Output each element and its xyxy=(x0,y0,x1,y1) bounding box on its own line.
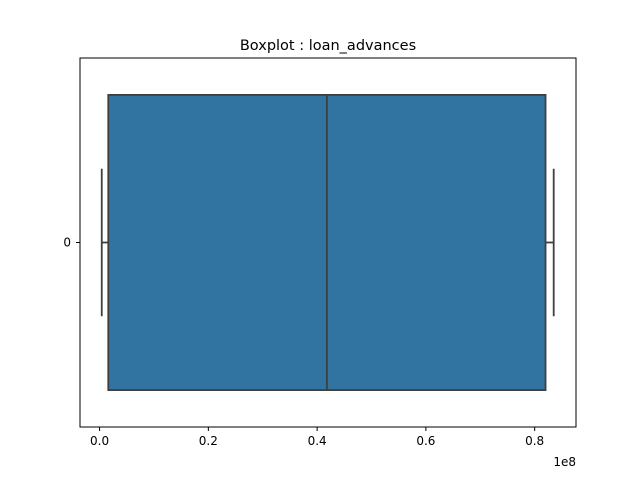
x-tick-label: 0.2 xyxy=(199,434,218,448)
plot-area: 0.0 0.2 0.4 0.6 0.8 0 xyxy=(63,57,577,448)
x-tick-label: 0.0 xyxy=(90,434,109,448)
x-tick-label: 0.6 xyxy=(416,434,435,448)
x-axis-scale-label: 1e8 xyxy=(553,455,576,469)
x-tick-label: 0.8 xyxy=(525,434,544,448)
x-tick-label: 0.4 xyxy=(308,434,327,448)
y-tick-label: 0 xyxy=(63,236,71,250)
chart-title: Boxplot : loan_advances xyxy=(240,38,416,54)
